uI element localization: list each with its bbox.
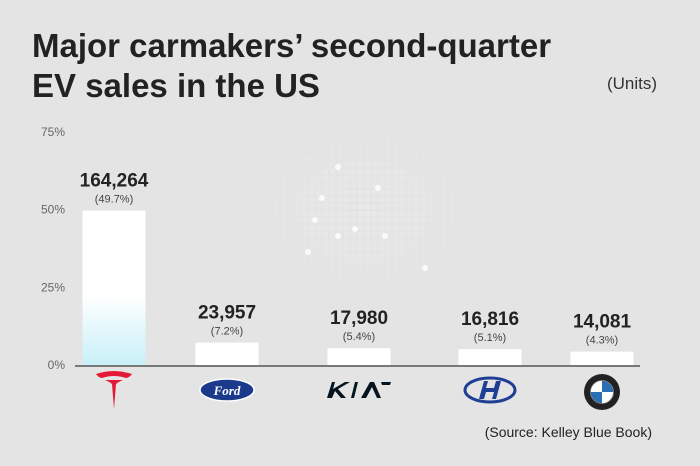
units-label: (Units) bbox=[606, 74, 657, 93]
svg-text:Ford: Ford bbox=[213, 383, 241, 398]
bar-hyundai bbox=[458, 349, 522, 365]
bars-group: 164,264 (49.7%) 23,957 (7.2%) 17,980 (5.4%) 16… bbox=[80, 171, 634, 365]
tesla-logo-icon bbox=[96, 371, 132, 409]
hyundai-logo-icon bbox=[463, 376, 517, 404]
value-label-tesla: 164,264 bbox=[80, 171, 149, 192]
share-label-bmw: (4.3%) bbox=[586, 335, 618, 347]
share-label-hyundai: (5.1%) bbox=[474, 332, 506, 344]
share-label-tesla: (49.7%) bbox=[95, 194, 134, 206]
bar-ford bbox=[195, 342, 259, 365]
value-label-ford: 23,957 bbox=[198, 303, 256, 324]
chart-title: Major carmakers’ second-quarter EV sales… bbox=[32, 26, 551, 106]
y-tick-label: 0% bbox=[48, 358, 66, 372]
bar-bmw bbox=[570, 351, 634, 365]
y-tick-label: 50% bbox=[41, 203, 65, 217]
y-tick-label: 25% bbox=[41, 280, 65, 294]
value-label-bmw: 14,081 bbox=[573, 312, 632, 333]
share-label-ford: (7.2%) bbox=[211, 326, 243, 338]
value-label-kia: 17,980 bbox=[330, 308, 388, 329]
ford-logo-icon: Ford bbox=[199, 378, 255, 402]
share-label-kia: (5.4%) bbox=[343, 331, 375, 343]
y-axis: 0% 25% 50% 75% bbox=[41, 125, 65, 372]
bar-tesla bbox=[82, 210, 146, 365]
bar-kia bbox=[327, 348, 391, 365]
kia-logo-icon bbox=[327, 382, 391, 398]
background-decoration bbox=[220, 95, 510, 325]
value-label-hyundai: 16,816 bbox=[461, 309, 519, 330]
chart-title-line-1: Major carmakers’ second-quarter bbox=[32, 27, 552, 64]
bmw-logo-icon bbox=[584, 374, 620, 410]
source-note: (Source: Kelley Blue Book) bbox=[484, 424, 652, 440]
y-tick-label: 75% bbox=[41, 125, 65, 139]
